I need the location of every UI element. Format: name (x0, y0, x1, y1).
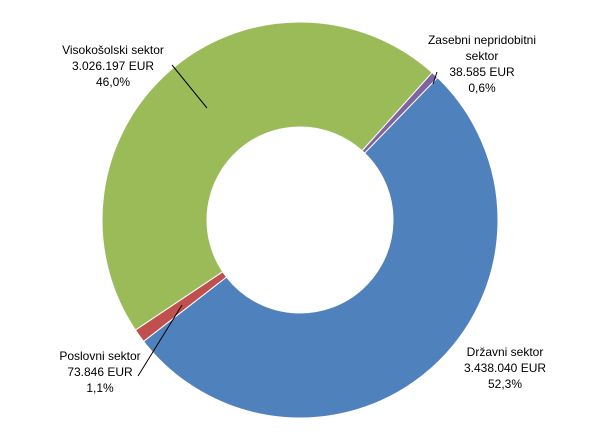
category-label: Poslovni sektor (59, 349, 141, 363)
category-label: Zasebni nepridobitni sektor (427, 33, 537, 63)
value-label: 38.585 EUR (449, 65, 515, 79)
category-label: Visokošolski sektor (62, 43, 164, 57)
value-label: 3.438.040 EUR (463, 361, 547, 375)
leader-line (171, 64, 208, 109)
donut-slice (361, 71, 439, 154)
data-label: Visokošolski sektor 3.026.197 EUR 46,0% (48, 42, 178, 90)
data-label: Državni sektor 3.438.040 EUR 52,3% (450, 344, 560, 392)
percentage-label: 0,6% (468, 81, 496, 95)
value-label: 3.026.197 EUR (71, 59, 155, 73)
percentage-label: 52,3% (487, 377, 523, 391)
donut-slice (101, 21, 433, 331)
data-label: Poslovni sektor 73.846 EUR 1,1% (40, 348, 160, 396)
leader-line (432, 71, 438, 85)
leader-line (137, 304, 183, 377)
donut-slice (142, 76, 499, 419)
data-label: Zasebni nepridobitni sektor 38.585 EUR 0… (420, 32, 544, 96)
value-label: 73.846 EUR (67, 365, 133, 379)
category-label: Državni sektor (466, 345, 544, 359)
percentage-label: 1,1% (86, 381, 114, 395)
percentage-label: 46,0% (95, 75, 131, 89)
